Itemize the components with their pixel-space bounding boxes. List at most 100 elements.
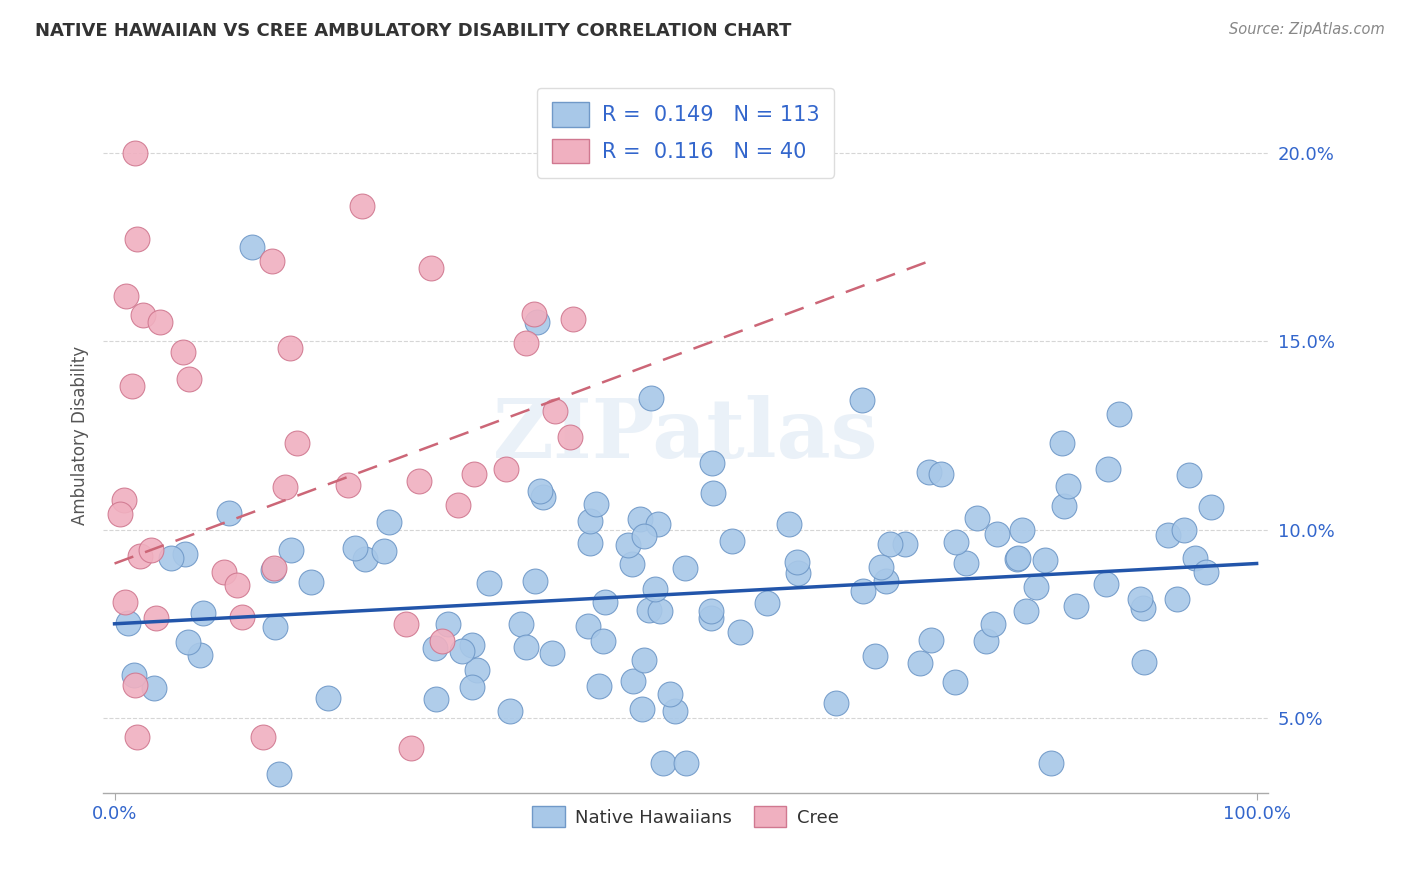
Point [1095, 577, 1118, 591]
Point [132, 308, 155, 322]
Point [1033, 552, 1056, 566]
Point [1166, 592, 1188, 607]
Point [630, 702, 652, 716]
Point [515, 335, 537, 350]
Point [128, 549, 150, 563]
Point [218, 506, 240, 520]
Point [177, 635, 200, 649]
Point [467, 663, 489, 677]
Point [945, 534, 967, 549]
Point [336, 477, 359, 491]
Point [278, 341, 301, 355]
Point [114, 594, 136, 608]
Text: ZIPatlas: ZIPatlas [494, 395, 879, 475]
Point [675, 756, 697, 771]
Point [579, 515, 602, 529]
Point [1097, 462, 1119, 476]
Point [920, 633, 942, 648]
Point [193, 606, 215, 620]
Point [117, 615, 139, 630]
Point [1199, 500, 1222, 514]
Point [1195, 566, 1218, 580]
Point [240, 240, 263, 254]
Point [145, 611, 167, 625]
Point [558, 430, 581, 444]
Point [127, 232, 149, 246]
Point [579, 536, 602, 550]
Point [863, 648, 886, 663]
Point [447, 498, 470, 512]
Point [515, 640, 537, 655]
Point [1025, 580, 1047, 594]
Point [633, 529, 655, 543]
Point [373, 544, 395, 558]
Point [262, 563, 284, 577]
Point [955, 556, 977, 570]
Legend: Native Hawaiians, Cree: Native Hawaiians, Cree [524, 799, 846, 834]
Point [699, 604, 721, 618]
Point [640, 391, 662, 405]
Point [664, 705, 686, 719]
Point [650, 604, 672, 618]
Point [908, 657, 931, 671]
Point [460, 638, 482, 652]
Point [124, 145, 146, 160]
Point [1173, 523, 1195, 537]
Point [616, 538, 638, 552]
Point [638, 603, 661, 617]
Point [139, 543, 162, 558]
Point [621, 557, 644, 571]
Point [1178, 468, 1201, 483]
Point [495, 462, 517, 476]
Point [721, 534, 744, 549]
Point [423, 641, 446, 656]
Point [851, 393, 873, 408]
Point [894, 537, 917, 551]
Point [212, 565, 235, 579]
Point [700, 611, 723, 625]
Point [285, 436, 308, 450]
Point [269, 767, 291, 781]
Point [264, 620, 287, 634]
Point [700, 456, 723, 470]
Point [408, 475, 430, 489]
Point [353, 552, 375, 566]
Point [252, 730, 274, 744]
Point [966, 511, 988, 525]
Point [149, 315, 172, 329]
Text: NATIVE HAWAIIAN VS CREE AMBULATORY DISABILITY CORRELATION CHART: NATIVE HAWAIIAN VS CREE AMBULATORY DISAB… [35, 22, 792, 40]
Point [110, 507, 132, 521]
Point [588, 679, 610, 693]
Point [531, 491, 554, 505]
Point [510, 617, 533, 632]
Point [702, 485, 724, 500]
Point [918, 465, 941, 479]
Point [231, 610, 253, 624]
Point [172, 345, 194, 359]
Point [432, 634, 454, 648]
Point [1132, 600, 1154, 615]
Y-axis label: Ambulatory Disability: Ambulatory Disability [72, 346, 89, 525]
Text: Source: ZipAtlas.com: Source: ZipAtlas.com [1229, 22, 1385, 37]
Point [395, 616, 418, 631]
Point [478, 575, 501, 590]
Point [593, 595, 616, 609]
Point [787, 566, 810, 580]
Point [585, 497, 607, 511]
Point [142, 681, 165, 696]
Point [658, 687, 681, 701]
Point [425, 692, 447, 706]
Point [350, 199, 373, 213]
Point [529, 483, 551, 498]
Point [628, 512, 651, 526]
Point [1129, 592, 1152, 607]
Point [651, 756, 673, 771]
Point [127, 730, 149, 744]
Point [621, 674, 644, 689]
Point [644, 582, 666, 596]
Point [401, 741, 423, 756]
Point [188, 648, 211, 663]
Point [344, 541, 367, 556]
Point [945, 674, 967, 689]
Point [778, 516, 800, 531]
